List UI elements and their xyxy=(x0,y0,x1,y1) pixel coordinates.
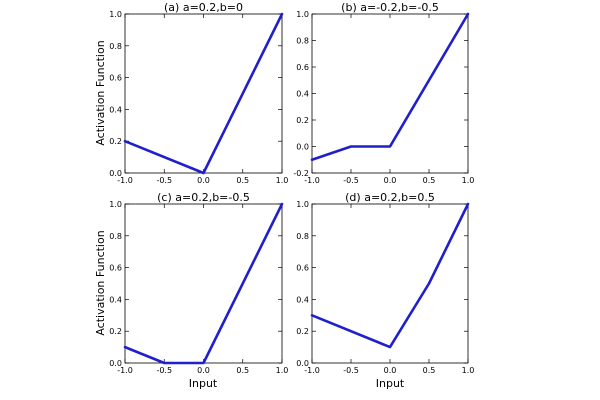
x-tick-label: -1.0 xyxy=(117,366,133,375)
x-tick-label: -1.0 xyxy=(304,366,320,375)
panel-title: (a) a=0.2,b=0 xyxy=(164,1,243,14)
plot-frame xyxy=(311,13,469,174)
x-tick-label: 1.0 xyxy=(276,176,289,185)
y-tick-label: 1.0 xyxy=(109,200,122,209)
y-tick-label: 0.8 xyxy=(109,232,122,241)
y-tick-label: 0.0 xyxy=(109,359,122,368)
x-tick-label: -0.5 xyxy=(156,366,172,375)
y-tick-label: 0.8 xyxy=(296,232,309,241)
x-axis-label-right: Input xyxy=(376,377,405,390)
y-tick-label: 0.2 xyxy=(109,327,122,336)
y-tick-label: 0.0 xyxy=(296,359,309,368)
x-tick-label: 1.0 xyxy=(462,176,475,185)
plot-frame xyxy=(124,203,283,364)
y-tick-label: 1.0 xyxy=(296,200,309,209)
x-tick-label: -1.0 xyxy=(304,176,320,185)
plot-frame xyxy=(311,203,469,364)
y-tick-label: 0.4 xyxy=(296,90,309,99)
series-line xyxy=(123,202,284,365)
x-tick-label: 0.0 xyxy=(197,176,210,185)
x-tick-label: -0.5 xyxy=(156,176,172,185)
y-tick-label: 0.8 xyxy=(109,42,122,51)
x-tick-label: 1.0 xyxy=(276,366,289,375)
panel-title: (c) a=0.2,b=-0.5 xyxy=(157,191,250,204)
y-tick-label: 0.6 xyxy=(109,74,122,83)
panel-3: -1.0 -0.5 0.0 0.5 1.0 0.0 0.2 0.4 0.6 0.8 1.0 (d) a… xyxy=(296,191,474,375)
x-tick-label: 0.0 xyxy=(197,366,210,375)
x-tick-label: 0.5 xyxy=(423,366,436,375)
y-tick-label: 0.4 xyxy=(296,295,309,304)
y-tick-label: 0.4 xyxy=(109,105,122,114)
x-tick-label: 0.5 xyxy=(236,176,249,185)
x-tick-label: -0.5 xyxy=(343,176,359,185)
x-axis-label-left: Input xyxy=(189,377,218,390)
panel-0: -1.0 -0.5 0.0 0.5 1.0 0.0 0.2 0.4 0.6 0.8 1.0 (a) a… xyxy=(109,1,288,185)
panel-title: (b) a=-0.2,b=-0.5 xyxy=(341,1,439,14)
y-tick-label: -0.2 xyxy=(293,169,309,178)
x-tick-label: 0.5 xyxy=(236,366,249,375)
y-tick-label: 0.0 xyxy=(109,169,122,178)
y-tick-label: 0.4 xyxy=(109,295,122,304)
y-tick-label: 0.8 xyxy=(296,37,309,46)
y-tick-label: 0.6 xyxy=(296,264,309,273)
y-tick-label: 0.2 xyxy=(296,327,309,336)
x-tick-label: 0.5 xyxy=(423,176,436,185)
panel-1: -1.0 -0.5 0.0 0.5 1.0 -0.2 0.0 0.2 0.4 0.6 0.8 1.0 (… xyxy=(293,1,474,185)
series-line xyxy=(123,12,284,175)
x-tick-label: -0.5 xyxy=(343,366,359,375)
y-tick-label: 1.0 xyxy=(296,10,309,19)
y-tick-label: 0.2 xyxy=(296,116,309,125)
series-line xyxy=(310,12,470,162)
y-tick-label: 1.0 xyxy=(109,10,122,19)
y-tick-label: 0.6 xyxy=(109,264,122,273)
y-tick-label: 0.0 xyxy=(296,143,309,152)
series-line xyxy=(310,202,470,349)
y-tick-label: 0.6 xyxy=(296,63,309,72)
y-tick-label: 0.2 xyxy=(109,137,122,146)
x-tick-label: 1.0 xyxy=(462,366,475,375)
y-axis-label-bottom: Activation Function xyxy=(94,230,107,335)
x-tick-label: 0.0 xyxy=(384,176,397,185)
y-axis-label-top: Activation Function xyxy=(94,40,107,145)
x-tick-label: 0.0 xyxy=(384,366,397,375)
x-tick-label: -1.0 xyxy=(117,176,133,185)
panel-2: -1.0 -0.5 0.0 0.5 1.0 0.0 0.2 0.4 0.6 0.8 1.0 (c) a… xyxy=(109,191,288,375)
plot-frame xyxy=(124,13,283,174)
panel-title: (d) a=0.2,b=0.5 xyxy=(345,191,435,204)
